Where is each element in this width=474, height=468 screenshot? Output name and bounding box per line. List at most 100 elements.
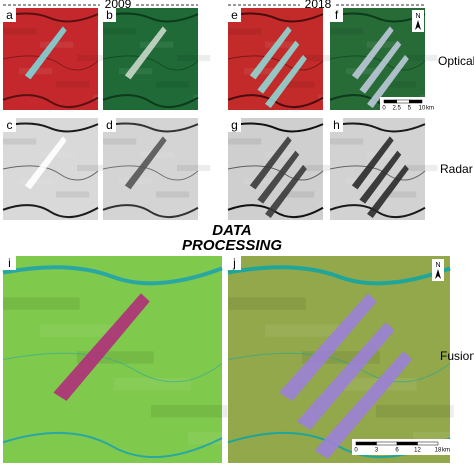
scale-tick-label: 0 [382, 106, 386, 112]
deforestation-streak [351, 136, 394, 190]
stream [102, 55, 199, 71]
texture [265, 41, 299, 48]
texture [193, 204, 227, 211]
panel-letter-box [3, 256, 16, 270]
river [102, 122, 199, 133]
image-panel: b [102, 8, 227, 110]
texture [367, 41, 401, 48]
texture [330, 138, 364, 145]
texture [40, 324, 117, 337]
north-arrow: N [432, 259, 444, 281]
stream [227, 165, 324, 181]
texture [3, 297, 80, 310]
stream [102, 165, 199, 181]
deforestation-streak [265, 164, 307, 218]
texture [228, 138, 262, 145]
stream [2, 204, 99, 219]
deforestation-streak [257, 150, 300, 204]
panel-letter: f [335, 8, 339, 22]
texture [3, 138, 37, 145]
stream [102, 94, 199, 109]
deforestation-streak [249, 136, 292, 190]
river [2, 122, 99, 133]
scale-unit: km [426, 106, 434, 112]
stream [227, 352, 451, 383]
texture [193, 94, 227, 101]
deforestation-streak [359, 150, 402, 204]
stream [2, 165, 99, 181]
deforestation-streak [124, 136, 167, 190]
panel-letter: i [8, 256, 11, 270]
image-panel: h [329, 118, 454, 220]
texture [3, 28, 37, 35]
texture [156, 81, 190, 88]
north-label: N [435, 262, 440, 269]
texture [151, 405, 228, 418]
image-panel: d [102, 118, 227, 220]
deforestation-streak [124, 26, 167, 80]
texture [156, 191, 190, 198]
texture [330, 28, 364, 35]
stream [2, 55, 99, 71]
deforestation-streak [279, 293, 377, 401]
texture [177, 164, 211, 172]
image-panel: g [227, 118, 352, 220]
texture [383, 81, 417, 88]
process-label: PROCESSING [182, 237, 282, 254]
deforestation-streak [296, 322, 395, 430]
stream [102, 204, 199, 219]
image-panel: f [329, 8, 454, 110]
deforestation-streak [367, 54, 409, 108]
scale-tick-label: 2.5 [392, 106, 401, 112]
scale-tick-label: 18 [435, 448, 442, 454]
river [227, 12, 324, 23]
scale-unit: km [442, 448, 450, 454]
panel-letter-box [103, 8, 116, 22]
panel-letter-box [228, 256, 241, 270]
deforestation-streak [367, 164, 409, 218]
deforestation-streak [257, 40, 300, 94]
texture [40, 151, 74, 158]
river [329, 12, 426, 23]
scale-tick-label: 0 [354, 448, 358, 454]
stream [227, 94, 324, 109]
scale-bar: 0 2.5 5 10 km [380, 97, 436, 113]
texture [56, 191, 90, 198]
texture [177, 54, 211, 62]
year-label: 2018 [305, 0, 332, 11]
row-label: Optical [438, 54, 474, 68]
texture [302, 54, 336, 62]
panel-letter: a [6, 8, 13, 22]
stream [329, 55, 426, 71]
deforestation-streak [249, 26, 292, 80]
deforestation-streak [359, 40, 402, 94]
panel-letter: e [231, 8, 238, 22]
process-label: DATA [212, 222, 251, 239]
stream [329, 204, 426, 219]
texture [265, 151, 299, 158]
texture [40, 41, 74, 48]
texture [103, 138, 137, 145]
stream [227, 204, 324, 219]
deforestation-streak [24, 136, 67, 190]
image-panel: i [2, 256, 265, 463]
panel-letter: g [231, 118, 238, 132]
image-panel: a [2, 8, 127, 110]
row-label: Fusion [440, 349, 474, 363]
texture [77, 54, 111, 62]
texture [77, 164, 111, 172]
texture [281, 81, 315, 88]
scale-segment [396, 99, 410, 104]
stream [2, 431, 223, 459]
scale-tick-label: 3 [375, 448, 379, 454]
texture [383, 191, 417, 198]
panel-letter: h [333, 118, 340, 132]
texture [376, 405, 454, 418]
deforestation-streak [265, 54, 307, 108]
river [227, 122, 324, 133]
scale-segment [396, 441, 418, 446]
texture [420, 204, 454, 211]
stream [227, 55, 324, 71]
panel-letter-box [228, 8, 241, 22]
